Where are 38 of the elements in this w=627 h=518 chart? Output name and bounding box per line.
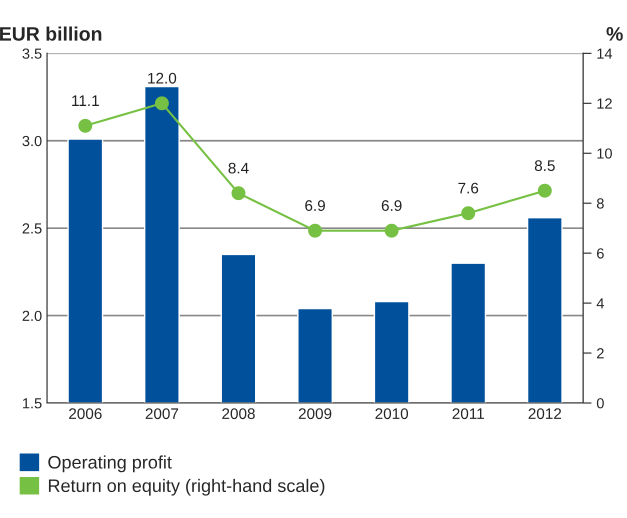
y2-tick-label: 0 [596, 398, 604, 408]
point [78, 118, 92, 133]
x-tick-label: 2012 [528, 408, 562, 420]
x-tick-label: 2009 [298, 408, 332, 420]
point [232, 186, 246, 200]
data-label: 8.4 [228, 162, 249, 174]
x-tick-label: 2007 [146, 408, 178, 420]
data-label: 8.5 [534, 160, 555, 172]
y-tick-label: 3.5 [22, 48, 42, 59]
legend-label: Operating profit [48, 455, 172, 472]
data-label: 11.1 [72, 95, 99, 106]
y-tick-label: 2.0 [22, 310, 42, 322]
y-tick-label: 3.0 [22, 136, 42, 146]
point [538, 184, 552, 198]
data-label: 12.0 [148, 72, 176, 84]
y2-tick-label: 14 [597, 48, 612, 59]
y2-tick-label: 8 [596, 198, 604, 209]
point [154, 96, 169, 110]
y2-tick-label: 4 [596, 298, 604, 308]
y-axis-title: EUR billion [0, 26, 102, 41]
x-tick-label: 2010 [375, 408, 408, 420]
point [308, 224, 322, 238]
y2-tick-label: 10 [597, 148, 612, 159]
y2-tick-label: 6 [597, 248, 604, 259]
x-tick-label: 2008 [222, 408, 255, 420]
x-tick-label: 2006 [69, 408, 102, 420]
legend-label: Return on equity (right-hand scale) [48, 478, 324, 496]
y2-axis-title: % [606, 27, 623, 41]
y-tick-label: 2.5 [22, 223, 42, 234]
y2-tick-label: 2 [597, 348, 604, 358]
data-label: 6.9 [382, 200, 402, 211]
point [384, 224, 399, 238]
point [461, 206, 476, 220]
data-label: 7.6 [458, 182, 478, 194]
y-tick-label: 1.5 [23, 398, 42, 408]
data-label: 6.9 [305, 200, 325, 211]
x-tick-label: 2011 [452, 408, 484, 420]
y2-tick-label: 12 [597, 98, 612, 109]
